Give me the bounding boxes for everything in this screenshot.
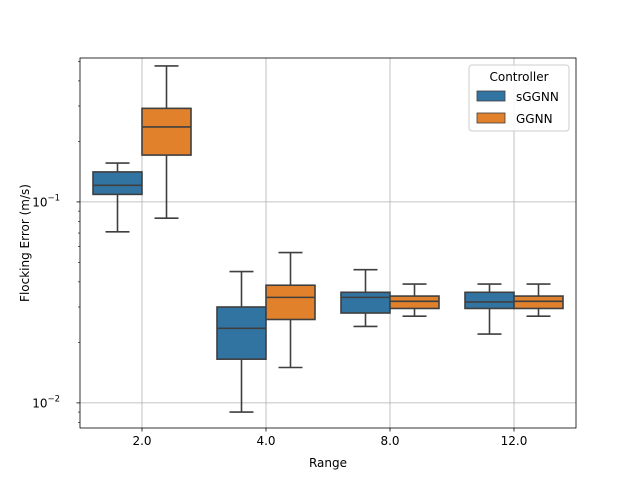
- y-axis-label: Flocking Error (m/s): [18, 184, 32, 302]
- legend-title: Controller: [489, 70, 548, 84]
- box-body: [265, 284, 316, 321]
- box-sggnn-12.0: [464, 283, 515, 335]
- x-tick-label: 2.0: [132, 434, 151, 448]
- box-body: [464, 291, 515, 310]
- plot-frame: [79, 57, 577, 429]
- box-body: [92, 171, 143, 196]
- box-sggnn-4.0: [216, 270, 267, 413]
- box-body: [513, 295, 564, 310]
- box-sggnn-2.0: [92, 162, 143, 233]
- box-ggnn-8.0: [389, 283, 440, 317]
- y-tick-label: 10−1: [32, 193, 60, 209]
- legend-label-sggnn: sGGNN: [516, 90, 559, 104]
- x-tick-label: 4.0: [256, 434, 275, 448]
- legend-swatch-ggnn: [476, 112, 506, 124]
- box-body: [389, 295, 440, 310]
- legend: Controller sGGNN GGNN: [468, 64, 570, 132]
- box-ggnn-2.0: [141, 65, 192, 219]
- box-body: [141, 107, 192, 156]
- x-axis-label: Range: [309, 456, 347, 470]
- box-ggnn-4.0: [265, 251, 316, 369]
- box-ggnn-12.0: [513, 283, 564, 317]
- x-tick-label: 12.0: [501, 434, 528, 448]
- y-tick-label: 10−2: [32, 394, 60, 410]
- legend-label-ggnn: GGNN: [516, 112, 553, 126]
- x-tick-label: 8.0: [380, 434, 399, 448]
- tick-layer: 2.0 4.0 8.0 12.0 10−2 10−1: [32, 61, 527, 448]
- box-layer: [92, 65, 564, 413]
- legend-swatch-sggnn: [476, 90, 506, 102]
- box-body: [340, 291, 391, 314]
- box-body: [216, 306, 267, 360]
